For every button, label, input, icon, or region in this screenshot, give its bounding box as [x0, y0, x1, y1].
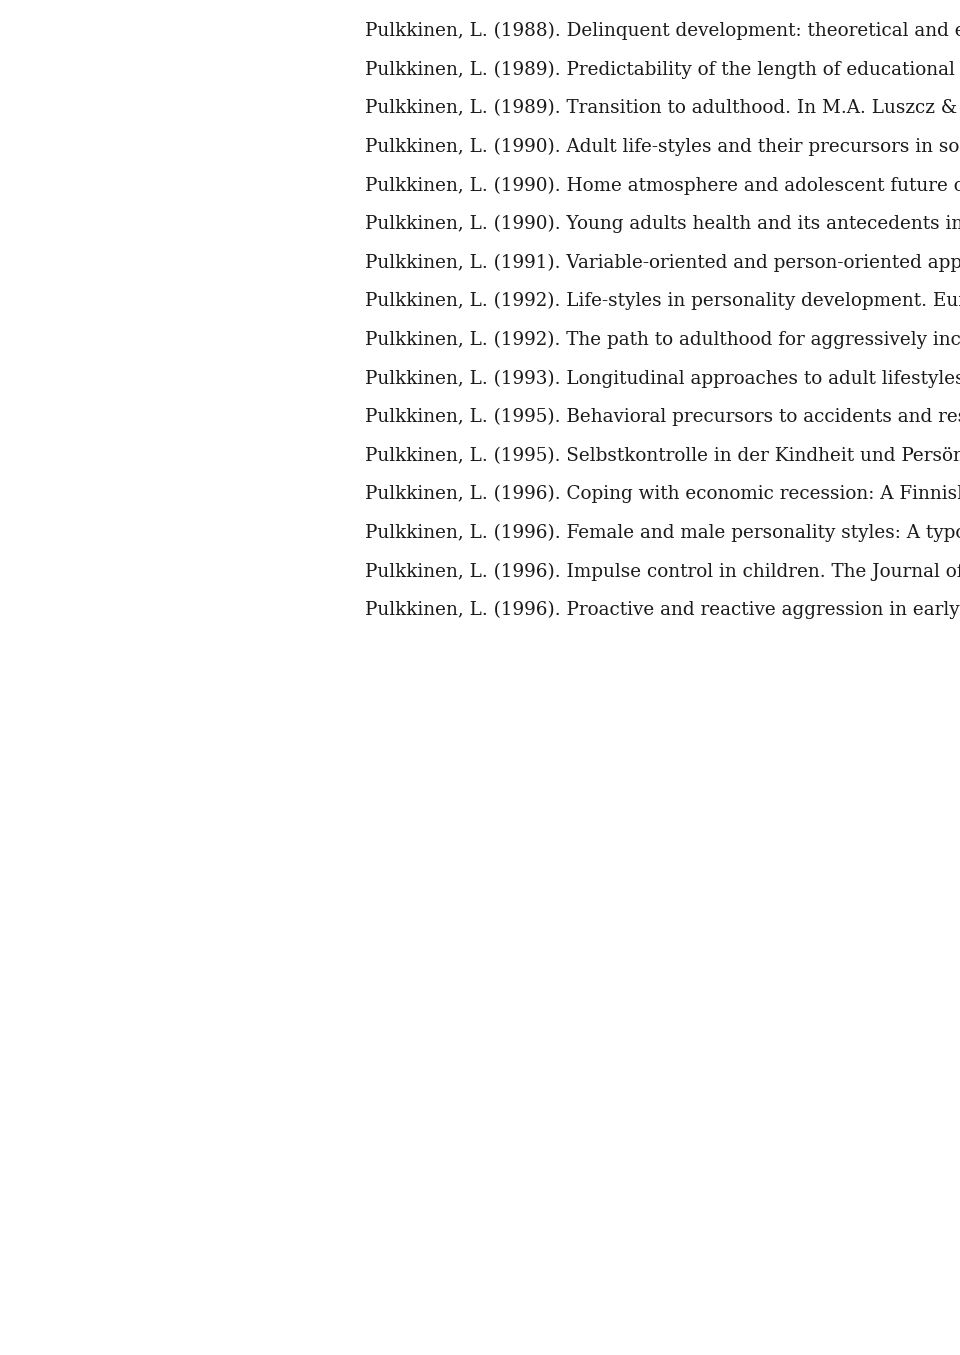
Text: Pulkkinen, L. (1990). Young adults health and its antecedents in evolving life-s: Pulkkinen, L. (1990). Young adults healt… — [365, 215, 960, 233]
Text: Pulkkinen, L. (1993). Longitudinal approaches to adult lifestyles. Acta Psycholo: Pulkkinen, L. (1993). Longitudinal appro… — [365, 370, 960, 388]
Text: Pulkkinen, L. (1996). Proactive and reactive aggression in early adolescence as : Pulkkinen, L. (1996). Proactive and reac… — [365, 600, 960, 619]
Text: Pulkkinen, L. (1990). Adult life-styles and their precursors in social behaviour: Pulkkinen, L. (1990). Adult life-styles … — [365, 138, 960, 156]
Text: Pulkkinen, L. (1992). The path to adulthood for aggressively inclined girls. In:: Pulkkinen, L. (1992). The path to adulth… — [365, 331, 960, 350]
Text: Pulkkinen, L. (1995). Selbstkontrolle in der Kindheit und Persönlichkeitsstile i: Pulkkinen, L. (1995). Selbstkontrolle in… — [365, 447, 960, 465]
Text: Pulkkinen, L. (1996). Coping with economic recession: A Finnish longitudinal stu: Pulkkinen, L. (1996). Coping with econom… — [365, 485, 960, 504]
Text: Pulkkinen, L. (1989). Predictability of the length of educational routes and the: Pulkkinen, L. (1989). Predictability of … — [365, 61, 960, 79]
Text: Pulkkinen, L. (1992). Life-styles in personality development. European Journal o: Pulkkinen, L. (1992). Life-styles in per… — [365, 293, 960, 310]
Text: Pulkkinen, L. (1996). Female and male personality styles: A typological and deve: Pulkkinen, L. (1996). Female and male pe… — [365, 524, 960, 542]
Text: Pulkkinen, L. (1995). Behavioral precursors to accidents and resulting physical : Pulkkinen, L. (1995). Behavioral precurs… — [365, 408, 960, 427]
Text: Pulkkinen, L. (1991). Variable-oriented and person-oriented approaches to longit: Pulkkinen, L. (1991). Variable-oriented … — [365, 253, 960, 272]
Text: Pulkkinen, L. (1996). Impulse control in children. The Journal of Forensic Psych: Pulkkinen, L. (1996). Impulse control in… — [365, 562, 960, 580]
Text: Pulkkinen, L. (1988). Delinquent development: theoretical and empirical consider: Pulkkinen, L. (1988). Delinquent develop… — [365, 22, 960, 41]
Text: Pulkkinen, L. (1989). Transition to adulthood. In M.A. Luszcz & T. Nettlebeck (E: Pulkkinen, L. (1989). Transition to adul… — [365, 99, 960, 118]
Text: Pulkkinen, L. (1990). Home atmosphere and adolescent future orientation. Europea: Pulkkinen, L. (1990). Home atmosphere an… — [365, 176, 960, 195]
